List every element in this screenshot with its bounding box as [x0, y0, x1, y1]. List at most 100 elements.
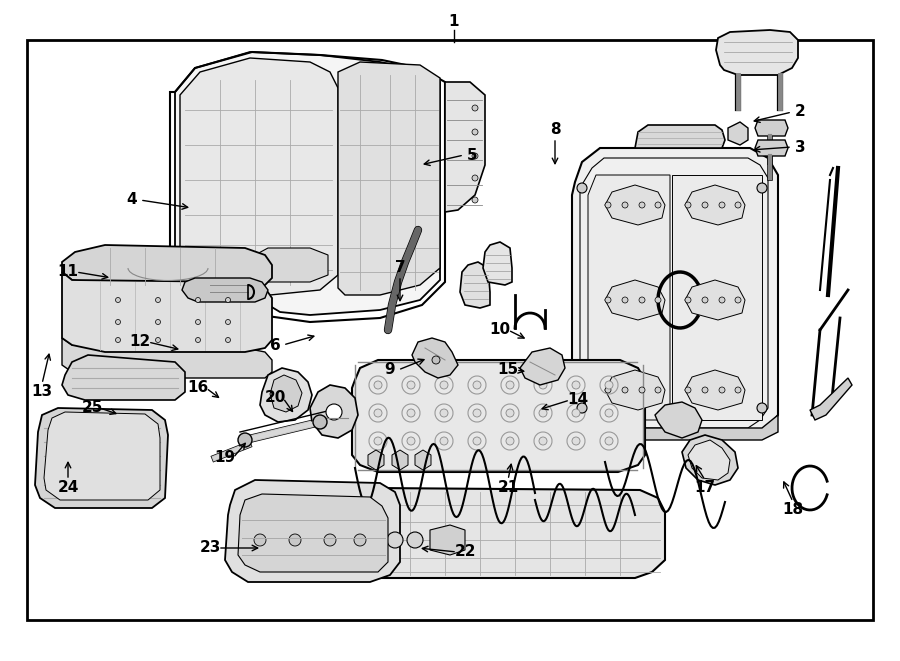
- Circle shape: [473, 409, 481, 417]
- Circle shape: [407, 381, 415, 389]
- Text: 20: 20: [265, 391, 285, 405]
- Polygon shape: [445, 82, 485, 212]
- Circle shape: [254, 534, 266, 546]
- Text: 15: 15: [498, 362, 518, 377]
- Text: 10: 10: [490, 323, 510, 338]
- Circle shape: [639, 387, 645, 393]
- Polygon shape: [728, 122, 748, 145]
- Polygon shape: [255, 248, 328, 282]
- Text: 9: 9: [384, 362, 395, 377]
- Polygon shape: [430, 525, 465, 555]
- Text: 6: 6: [270, 338, 281, 352]
- Circle shape: [226, 338, 230, 342]
- Polygon shape: [588, 175, 670, 420]
- Circle shape: [407, 409, 415, 417]
- Circle shape: [685, 202, 691, 208]
- Text: 23: 23: [199, 541, 220, 555]
- Polygon shape: [392, 450, 408, 470]
- Polygon shape: [605, 280, 665, 320]
- Circle shape: [506, 437, 514, 445]
- Circle shape: [156, 319, 160, 325]
- Polygon shape: [415, 450, 431, 470]
- Circle shape: [702, 202, 708, 208]
- Circle shape: [432, 356, 440, 364]
- Text: 1: 1: [449, 15, 459, 30]
- Circle shape: [605, 387, 611, 393]
- Circle shape: [407, 437, 415, 445]
- Circle shape: [472, 105, 478, 111]
- Polygon shape: [348, 488, 665, 578]
- Polygon shape: [682, 435, 738, 485]
- Circle shape: [655, 297, 661, 303]
- Circle shape: [289, 534, 301, 546]
- Polygon shape: [810, 378, 852, 420]
- Polygon shape: [412, 338, 458, 378]
- Circle shape: [226, 319, 230, 325]
- Circle shape: [387, 532, 403, 548]
- Polygon shape: [270, 375, 302, 412]
- Polygon shape: [238, 494, 388, 572]
- Circle shape: [605, 202, 611, 208]
- Polygon shape: [62, 272, 272, 352]
- Circle shape: [605, 409, 613, 417]
- Circle shape: [238, 433, 252, 447]
- Polygon shape: [338, 62, 440, 295]
- Circle shape: [354, 534, 366, 546]
- Polygon shape: [716, 30, 798, 75]
- Bar: [27, 40, 873, 620]
- Circle shape: [539, 409, 547, 417]
- Polygon shape: [260, 368, 312, 422]
- Polygon shape: [180, 58, 338, 295]
- Circle shape: [702, 387, 708, 393]
- Polygon shape: [225, 480, 400, 582]
- Text: 24: 24: [58, 481, 78, 496]
- Circle shape: [702, 297, 708, 303]
- Circle shape: [407, 532, 423, 548]
- Circle shape: [440, 437, 448, 445]
- Polygon shape: [755, 120, 788, 136]
- Circle shape: [572, 437, 580, 445]
- Circle shape: [735, 387, 741, 393]
- Circle shape: [655, 202, 661, 208]
- Text: 4: 4: [127, 192, 138, 208]
- Circle shape: [156, 297, 160, 303]
- Circle shape: [622, 202, 628, 208]
- Polygon shape: [175, 52, 440, 315]
- Circle shape: [326, 404, 342, 420]
- Circle shape: [374, 409, 382, 417]
- Polygon shape: [483, 242, 512, 285]
- Text: 16: 16: [187, 381, 209, 395]
- Polygon shape: [688, 440, 730, 480]
- Polygon shape: [605, 185, 665, 225]
- Polygon shape: [685, 280, 745, 320]
- Text: 19: 19: [214, 451, 236, 465]
- Text: 13: 13: [32, 385, 52, 399]
- Circle shape: [719, 202, 725, 208]
- Text: 18: 18: [782, 502, 804, 518]
- Circle shape: [605, 297, 611, 303]
- Text: 8: 8: [550, 122, 561, 137]
- Circle shape: [577, 403, 587, 413]
- Circle shape: [685, 387, 691, 393]
- Polygon shape: [182, 278, 268, 302]
- Circle shape: [440, 409, 448, 417]
- Circle shape: [472, 175, 478, 181]
- Circle shape: [226, 297, 230, 303]
- Polygon shape: [685, 370, 745, 410]
- Circle shape: [605, 381, 613, 389]
- Circle shape: [735, 297, 741, 303]
- Polygon shape: [755, 140, 788, 156]
- Circle shape: [622, 297, 628, 303]
- Text: 7: 7: [395, 260, 405, 276]
- Circle shape: [605, 437, 613, 445]
- Polygon shape: [572, 148, 778, 435]
- Circle shape: [115, 338, 121, 342]
- Text: 21: 21: [498, 481, 518, 496]
- Circle shape: [473, 437, 481, 445]
- Polygon shape: [35, 408, 168, 508]
- Circle shape: [115, 319, 121, 325]
- Circle shape: [735, 202, 741, 208]
- Text: 11: 11: [58, 264, 78, 280]
- Circle shape: [374, 381, 382, 389]
- Circle shape: [506, 381, 514, 389]
